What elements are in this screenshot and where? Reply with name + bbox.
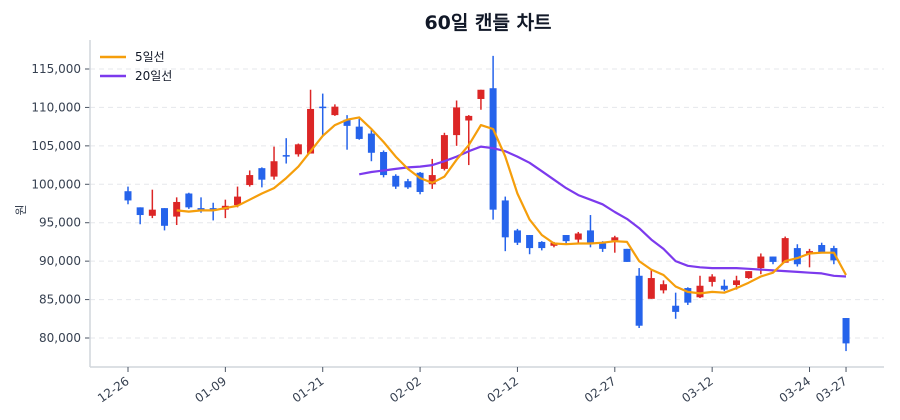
candle (538, 241, 546, 251)
candle (720, 279, 728, 292)
y-tick-label: 90,000 (39, 254, 81, 268)
candle (246, 170, 254, 187)
legend-ma20-label: 20일선 (135, 69, 172, 83)
candle (672, 292, 680, 319)
candle (440, 132, 448, 171)
candle (647, 270, 655, 299)
legend-ma5-label: 5일선 (135, 50, 165, 64)
candle (185, 192, 193, 209)
candle (209, 202, 217, 221)
candle (501, 196, 509, 252)
y-tick-label: 115,000 (31, 62, 81, 76)
candle (234, 186, 242, 208)
candle (282, 138, 290, 164)
ma5-line (176, 116, 847, 295)
y-tick-label: 95,000 (39, 216, 81, 230)
candle (769, 256, 777, 265)
candle (148, 189, 156, 219)
candle (684, 287, 692, 305)
candle (294, 143, 302, 157)
grid-lines (90, 68, 884, 339)
candle (428, 158, 436, 189)
candle (574, 231, 582, 244)
candle (659, 280, 667, 294)
candle (404, 178, 412, 189)
x-tick-label: 01-21 (290, 374, 327, 405)
candle (781, 236, 789, 263)
x-tick-label: 12-26 (95, 374, 132, 405)
y-tick-label: 110,000 (31, 100, 81, 114)
candle (270, 146, 278, 180)
y-tick-label: 100,000 (31, 177, 81, 191)
candle (696, 275, 704, 299)
candles (124, 55, 850, 352)
candle (453, 100, 461, 146)
candle (793, 244, 801, 267)
candle (623, 248, 631, 262)
ma20-line (358, 145, 847, 278)
candle (842, 318, 850, 352)
y-tick-label: 85,000 (39, 293, 81, 307)
candle (416, 171, 424, 195)
x-tick-label: 03-24 (777, 374, 814, 405)
candle (586, 215, 594, 248)
candle (465, 115, 473, 166)
x-tick-label: 01-09 (192, 374, 229, 405)
candle (161, 208, 169, 231)
candle (392, 174, 400, 189)
candle (526, 235, 534, 255)
x-tick-label: 02-02 (387, 374, 424, 405)
candle (258, 167, 266, 188)
candle (513, 228, 521, 246)
candle (562, 235, 570, 245)
y-axis-label: 원 (14, 204, 28, 215)
y-tick-label: 105,000 (31, 139, 81, 153)
x-tick-label: 03-27 (813, 374, 850, 405)
x-tick-label: 02-12 (485, 374, 522, 405)
candle (708, 274, 716, 287)
candle (757, 253, 765, 275)
candle (380, 150, 388, 178)
candle (806, 248, 814, 268)
candle (355, 118, 363, 140)
candle (745, 271, 753, 279)
candle (477, 89, 485, 110)
candle (611, 235, 619, 253)
candle (136, 207, 144, 225)
chart-title: 60일 캔들 차트 (424, 12, 551, 34)
candle (489, 55, 497, 220)
legend: 5일선 20일선 (100, 50, 172, 83)
candle (319, 93, 327, 136)
candle (124, 186, 132, 205)
candle (635, 268, 643, 329)
x-tick-label: 03-12 (679, 374, 716, 405)
candle (367, 129, 375, 162)
candle (307, 89, 315, 154)
y-tick-label: 80,000 (39, 331, 81, 345)
x-tick-label: 02-27 (582, 374, 619, 405)
candle (331, 104, 339, 116)
moving-averages (176, 116, 847, 295)
